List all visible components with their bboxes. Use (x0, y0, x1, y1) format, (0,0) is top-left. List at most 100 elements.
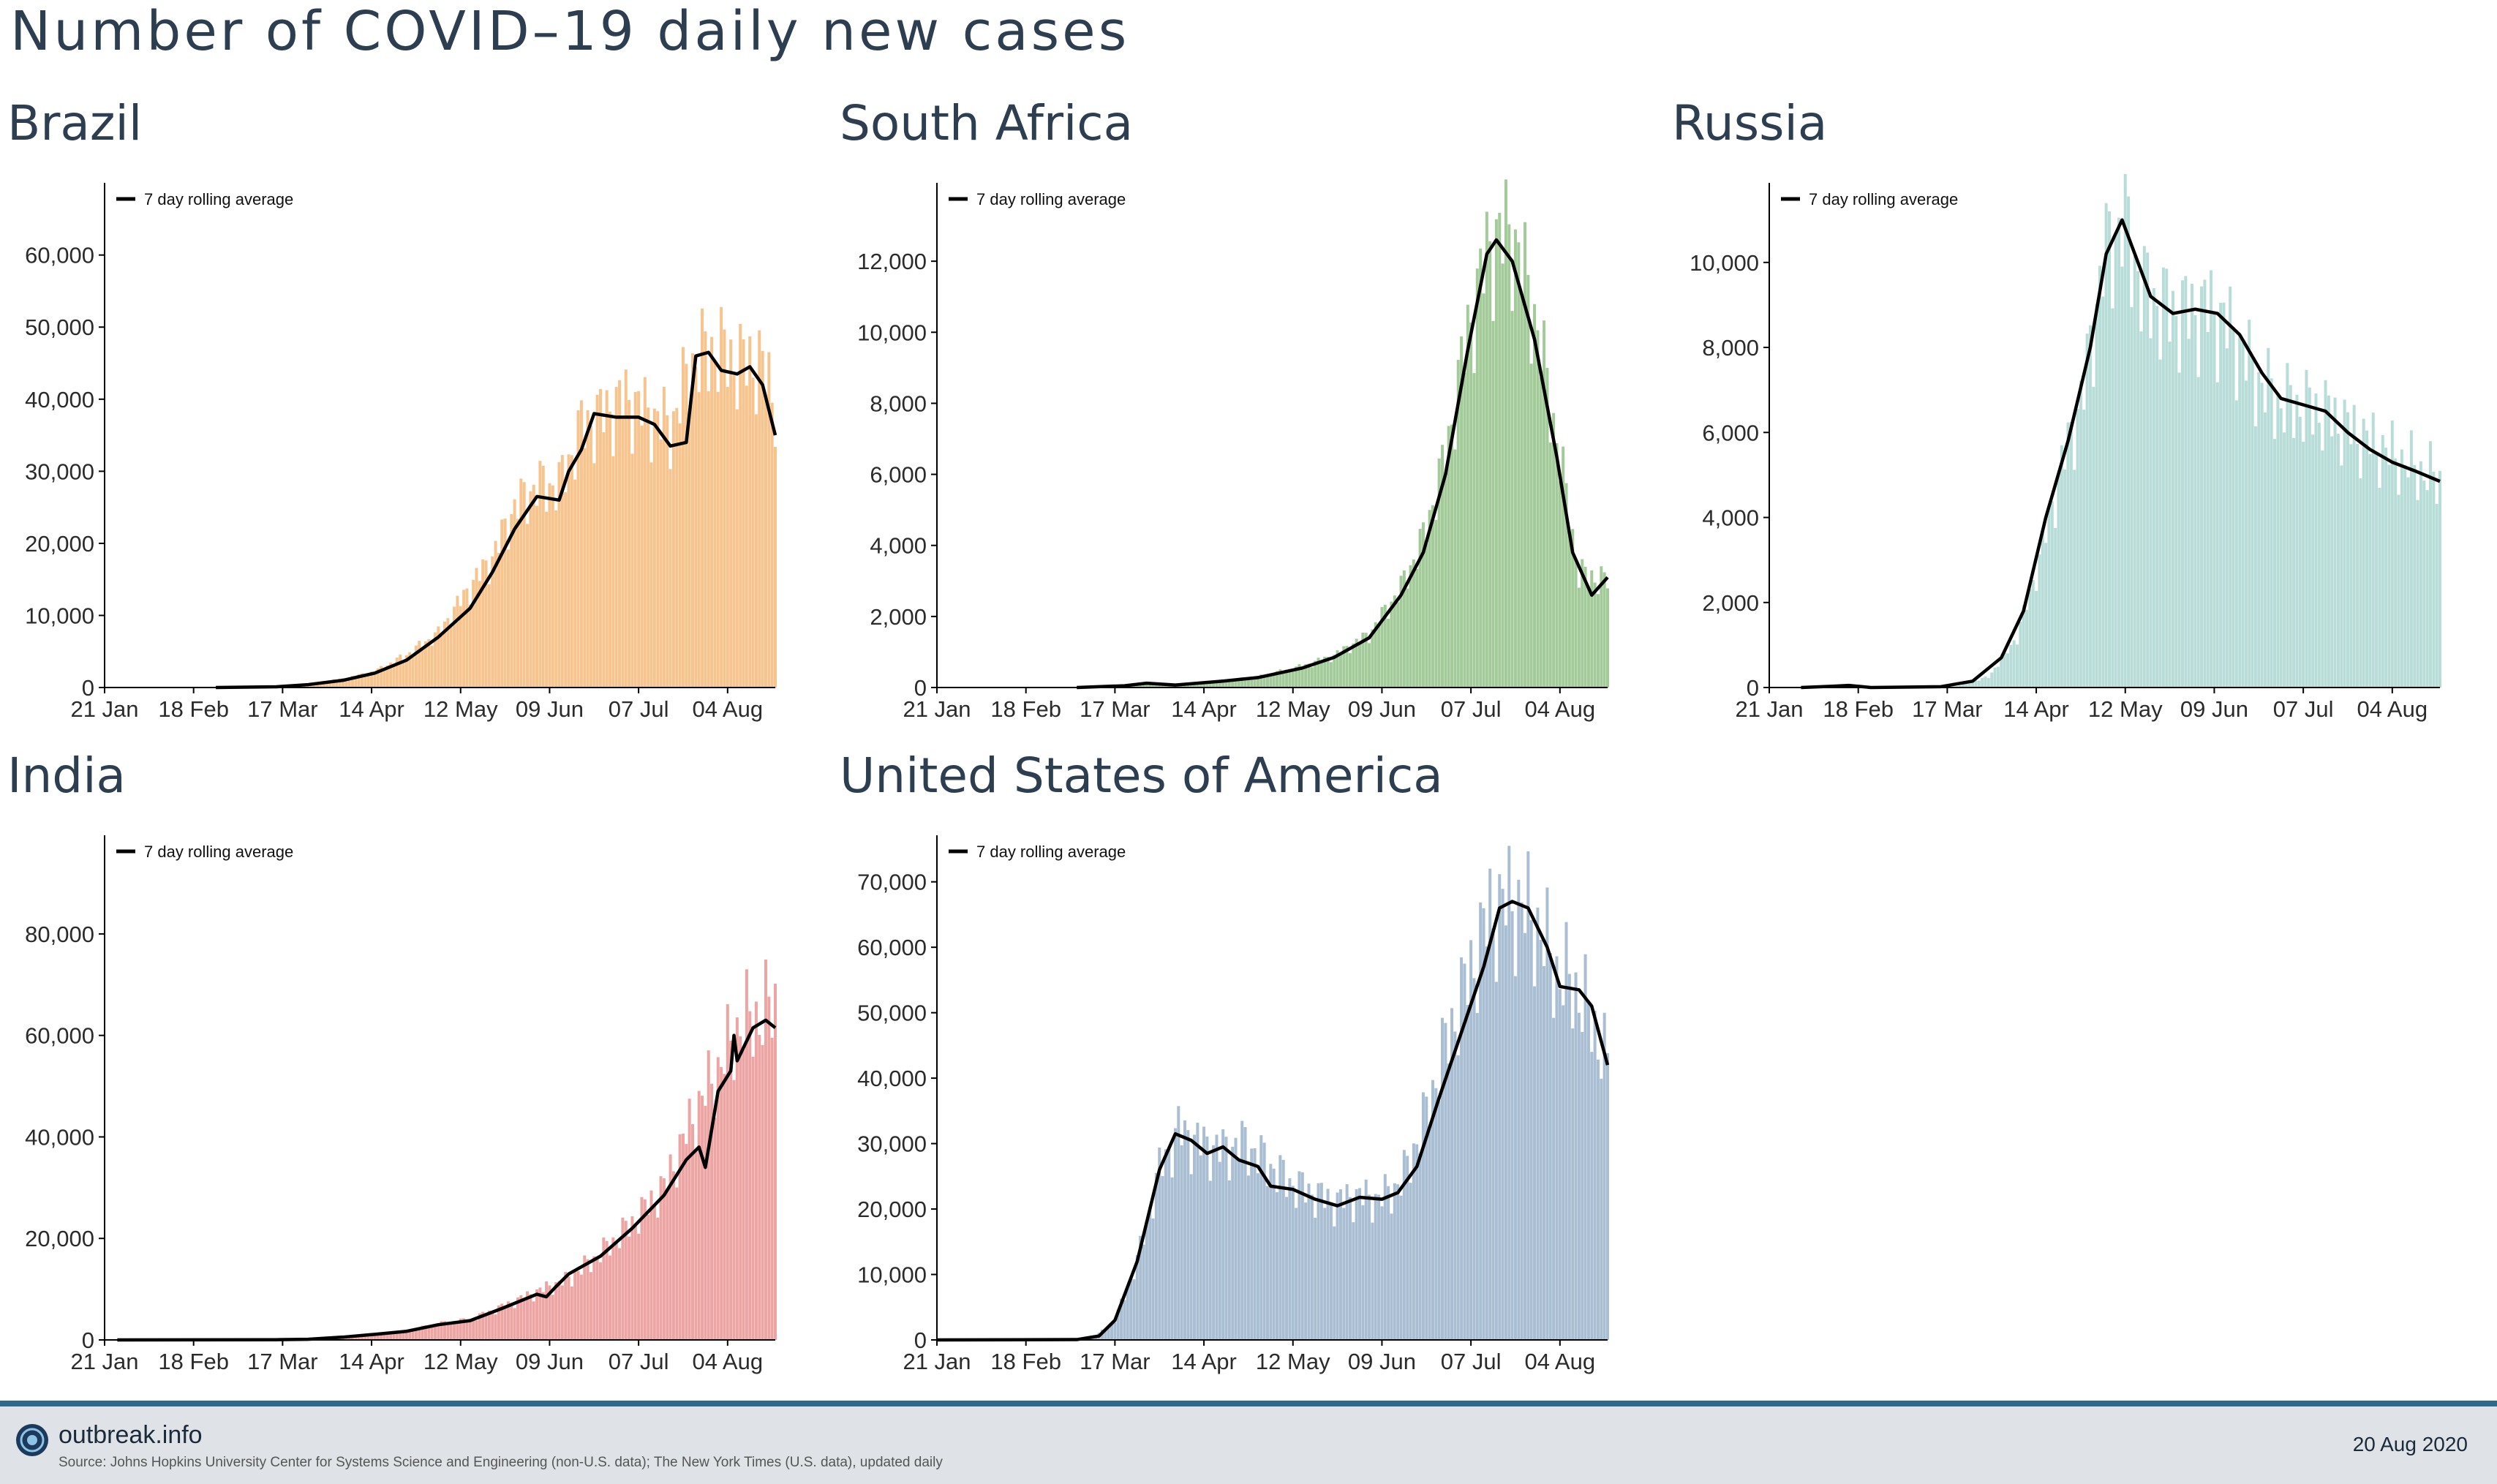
y-tick-label: 0 (914, 1327, 927, 1353)
bar-2020-05-07 (1276, 671, 1279, 688)
bar-2020-04-17 (380, 1333, 383, 1340)
y-tick-label: 20,000 (25, 531, 94, 557)
bar-2020-03-31 (325, 682, 329, 688)
bar-2020-06-02 (2191, 284, 2194, 688)
x-tick-label: 12 May (423, 696, 498, 722)
bar-2020-07-10 (1479, 248, 1483, 688)
bar-2020-05-11 (1288, 668, 1292, 688)
footer-brand[interactable]: outbreak.info (59, 1421, 203, 1449)
bar-2020-04-23 (399, 654, 402, 688)
bar-2020-06-18 (576, 1270, 580, 1340)
bar-2020-08-19 (774, 983, 777, 1340)
bar-2020-05-16 (1304, 1202, 1308, 1340)
bar-2020-07-23 (1520, 902, 1524, 1340)
bar-2020-06-01 (1355, 639, 1358, 688)
bar-2020-05-02 (427, 639, 431, 688)
bar-2020-07-24 (691, 1123, 695, 1340)
bar-2020-05-20 (1317, 1183, 1320, 1340)
bar-2020-05-08 (446, 618, 450, 688)
chart-brazil: 0 10,000 20,000 30,000 40,000 50,000 60,000 21 … (25, 183, 777, 722)
bar-2020-07-07 (2302, 441, 2305, 688)
bar-2020-07-27 (1533, 986, 1537, 1340)
bar-2020-06-07 (1374, 622, 1377, 688)
x-tick-label: 07 Jul (609, 696, 669, 722)
bar-2020-08-11 (2413, 464, 2417, 688)
bar-2020-06-01 (2187, 339, 2191, 688)
bar-2020-08-03 (723, 329, 726, 688)
y-tick-label: 2,000 (1702, 590, 1759, 616)
bar-2020-06-30 (614, 1242, 618, 1340)
x-tick-label: 04 Aug (693, 696, 764, 722)
bar-2020-05-11 (2120, 266, 2124, 688)
bar-2020-06-23 (1425, 1096, 1428, 1340)
bar-2020-07-16 (2330, 436, 2334, 688)
bar-2020-05-22 (2155, 306, 2159, 688)
x-tick-label: 21 Jan (1735, 696, 1803, 722)
x-tick-label: 12 May (1256, 1349, 1330, 1374)
bar-2020-05-25 (1333, 655, 1336, 688)
bar-2020-03-29 (1984, 676, 1987, 688)
x-tick-label: 14 Apr (339, 696, 404, 722)
bar-2020-07-20 (678, 423, 682, 688)
bar-2020-06-10 (2215, 382, 2219, 688)
bar-2020-07-08 (640, 425, 644, 688)
bar-2020-08-19 (1606, 1052, 1609, 1340)
y-tick-label: 10,000 (857, 320, 927, 345)
bar-2020-06-08 (545, 511, 549, 688)
bar-2020-08-11 (748, 336, 752, 688)
bar-2020-06-15 (567, 454, 570, 688)
bar-2020-05-08 (1278, 669, 1282, 688)
bar-2020-07-23 (688, 1099, 691, 1340)
bar-2020-07-23 (2352, 404, 2356, 688)
bar-2020-05-23 (1326, 1189, 1330, 1340)
bar-2020-08-18 (1602, 572, 1606, 688)
bar-2020-04-26 (1240, 677, 1244, 688)
bar-2020-04-03 (2000, 656, 2003, 688)
bar-2020-05-30 (1348, 1197, 1352, 1340)
bar-2020-08-08 (1571, 1028, 1575, 1340)
bar-2020-05-02 (1259, 1135, 1263, 1340)
bar-2020-05-07 (2108, 211, 2112, 688)
bar-2020-06-03 (1361, 1205, 1365, 1340)
bar-2020-05-19 (481, 1311, 485, 1340)
bar-2020-08-07 (735, 409, 739, 688)
bar-2020-06-12 (557, 1281, 561, 1340)
bar-2020-08-11 (1581, 559, 1584, 688)
bar-2020-06-08 (2210, 270, 2213, 688)
bar-2020-06-24 (1428, 1129, 1431, 1340)
bar-2020-06-11 (554, 510, 558, 688)
chart-india: 0 20,000 40,000 60,000 80,000 21 Jan 18 Feb 17 … (25, 835, 777, 1374)
y-tick-label: 10,000 (857, 1262, 927, 1288)
bar-2020-06-27 (2270, 378, 2273, 688)
bar-2020-06-06 (1371, 1222, 1374, 1340)
bar-2020-07-14 (659, 439, 663, 688)
chart-panel-india: India 0 20,000 40,000 60,000 80,000 21 Jan 18 … (0, 747, 777, 1391)
bar-2020-07-24 (1524, 222, 1527, 688)
chart-title: South Africa (840, 95, 1134, 151)
bar-2020-08-16 (2428, 441, 2432, 688)
bars-group (1802, 173, 2441, 688)
bar-2020-05-12 (1291, 1186, 1295, 1340)
bar-2020-04-20 (1221, 679, 1225, 688)
x-tick-label: 12 May (1256, 696, 1330, 722)
bar-2020-08-09 (2406, 477, 2410, 688)
bar-2020-07-15 (662, 386, 666, 688)
bar-2020-07-18 (671, 1171, 675, 1340)
bar-2020-08-06 (1564, 483, 1568, 688)
bar-2020-08-07 (2400, 449, 2403, 688)
bar-2020-06-15 (1399, 576, 1403, 688)
bar-2020-04-19 (385, 1332, 389, 1340)
globe-logo-icon[interactable] (15, 1423, 50, 1458)
bar-2020-06-07 (541, 1292, 545, 1340)
bar-2020-07-09 (1475, 1013, 1479, 1340)
bar-2020-07-11 (649, 1190, 653, 1340)
y-tick-label: 8,000 (1702, 335, 1759, 361)
bar-2020-06-19 (579, 1274, 583, 1340)
bar-2020-07-22 (685, 364, 688, 688)
bar-2020-06-27 (605, 390, 609, 688)
bar-2020-05-06 (440, 1321, 443, 1340)
bar-2020-07-27 (1533, 304, 1537, 688)
footer-date: 20 Aug 2020 (2352, 1433, 2468, 1455)
bar-2020-07-17 (668, 1154, 672, 1340)
bar-2020-04-01 (328, 680, 332, 688)
